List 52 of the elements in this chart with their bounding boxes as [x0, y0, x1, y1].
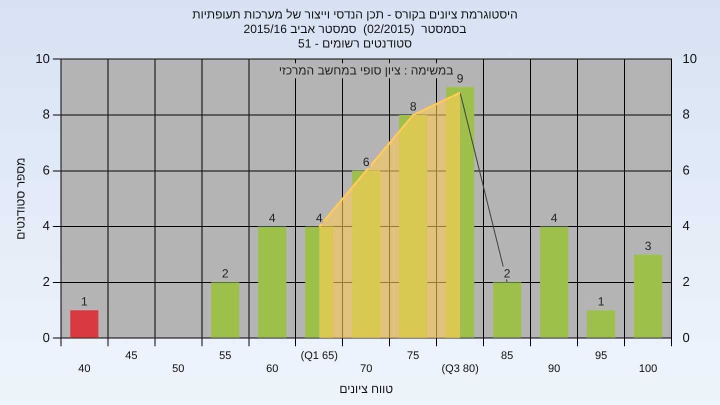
- x-tick-label: 55: [219, 350, 232, 362]
- y2-tick-label: 2: [682, 274, 690, 289]
- y2-tick-label: 6: [682, 162, 690, 178]
- data-label: 1: [598, 294, 605, 309]
- x-tick-label: 95: [594, 350, 608, 362]
- x-tick-label: (Q1 65): [300, 350, 338, 362]
- x-tick-label: (Q3 80): [442, 363, 479, 376]
- data-label: 2: [504, 266, 511, 281]
- bar: [399, 115, 428, 338]
- data-label: 1: [81, 294, 88, 309]
- bar: [305, 226, 334, 338]
- y-tick-label: 8: [42, 106, 50, 122]
- data-label: 2: [222, 266, 229, 281]
- bar: [211, 282, 240, 338]
- data-label: 9: [456, 71, 464, 86]
- bar: [493, 282, 522, 338]
- y2-tick-label: 4: [682, 218, 690, 234]
- bar: [446, 87, 474, 338]
- data-label: 4: [316, 210, 323, 225]
- y-tick-label: 0: [42, 330, 50, 345]
- y2-tick-label: 10: [682, 50, 698, 66]
- bar: [70, 310, 98, 338]
- data-label: 3: [644, 238, 652, 253]
- x-tick-label: 40: [78, 363, 90, 376]
- data-label: 4: [550, 210, 558, 225]
- bar: [352, 170, 380, 338]
- x-tick-label: 70: [360, 363, 372, 376]
- x-tick-label: 50: [172, 363, 184, 376]
- y2-tick-label: 0: [682, 330, 690, 345]
- y-tick-label: 4: [42, 218, 50, 234]
- annotation: במשימה : ציון סופי במחשב המרכזי: [278, 64, 454, 78]
- data-label: 4: [268, 210, 276, 225]
- bar: [586, 310, 616, 338]
- x-tick-label: 60: [266, 363, 278, 376]
- bar: [540, 226, 568, 338]
- y-tick-label: 6: [42, 162, 50, 178]
- y2-tick-label: 8: [682, 106, 690, 122]
- x-tick-label: 75: [407, 350, 420, 362]
- bar: [258, 226, 286, 338]
- y-tick-label: 2: [42, 274, 50, 289]
- data-label: 8: [410, 99, 417, 114]
- bar: [634, 254, 662, 338]
- chart-subtitle: בסמסטר (02/2015) סמסטר אביב 2015/16 סטודנטים רשומים - 51: [244, 22, 466, 50]
- x-tick-label: 100: [638, 363, 658, 376]
- x-tick-label: 90: [548, 363, 560, 376]
- x-axis-title: טווח ציונים: [339, 382, 394, 396]
- x-tick-label: 85: [501, 350, 514, 362]
- y-axis-title: מספר סטודנטים: [14, 158, 28, 240]
- data-label: 6: [362, 155, 370, 170]
- x-tick-label: 45: [125, 350, 138, 362]
- chart-title: היסטוגרמת ציונים בקורס - תכן הנדסי וייצור של מערכות תעופתיות: [192, 8, 518, 22]
- y-tick-label: 10: [35, 50, 50, 66]
